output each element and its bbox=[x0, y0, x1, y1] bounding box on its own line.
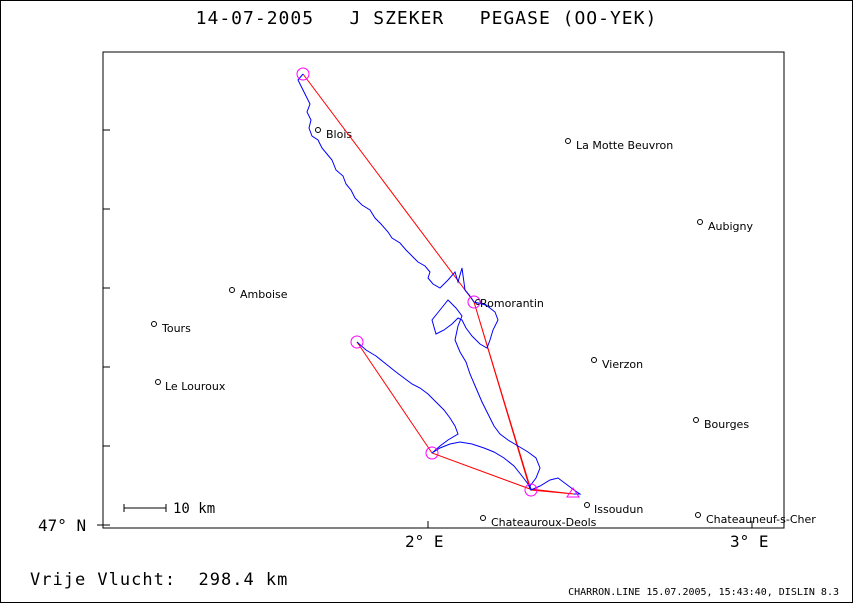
city-marker-chateauroux-deols bbox=[480, 515, 486, 521]
gps-track-return bbox=[356, 341, 532, 491]
city-label-bourges: Bourges bbox=[704, 418, 749, 431]
scale-bar-label: 10 km bbox=[173, 501, 215, 517]
x-tick-label-3e: 3° E bbox=[730, 532, 769, 551]
plot-frame bbox=[102, 51, 785, 529]
y-ticks bbox=[97, 129, 753, 528]
city-marker-tours bbox=[151, 321, 157, 327]
turnpoints bbox=[296, 67, 580, 498]
city-label-chateauroux-deols: Chateauroux-Deols bbox=[491, 516, 597, 529]
gps-track bbox=[297, 73, 582, 495]
city-marker-la-motte-beuvron bbox=[565, 138, 571, 144]
city-label-tours: Tours bbox=[161, 322, 191, 335]
turnpoint-5 bbox=[524, 483, 538, 497]
footer-info: CHARRON.LINE 15.07.2005, 15:43:40, DISLI… bbox=[568, 587, 839, 598]
turnpoint-4 bbox=[425, 446, 439, 460]
x-tick-label-2e: 2° E bbox=[405, 532, 444, 551]
scale-bar: 10 km bbox=[123, 501, 215, 517]
turnpoint-3 bbox=[350, 335, 364, 349]
finish-triangle bbox=[566, 487, 580, 498]
city-marker-bourges bbox=[693, 417, 699, 423]
city-marker-issoudun bbox=[584, 502, 590, 508]
y-tick-label: 47° N bbox=[38, 516, 86, 535]
city-label-chateauneuf-s-cher: Chateauneuf-s-Cher bbox=[706, 513, 816, 526]
city-label-la-motte-beuvron: La Motte Beuvron bbox=[576, 139, 673, 152]
page-title: 14-07-2005 J SZEKER PEGASE (OO-YEK) bbox=[195, 8, 658, 29]
free-flight-distance: Vrije Vlucht: 298.4 km bbox=[30, 570, 289, 590]
city-marker-aubigny bbox=[697, 219, 703, 225]
city-marker-chateauneuf-s-cher bbox=[695, 512, 701, 518]
turnpoint-2 bbox=[467, 295, 481, 309]
city-label-issoudun: Issoudun bbox=[594, 503, 643, 516]
city-marker-blois bbox=[315, 127, 321, 133]
city-markers: Blois La Motte Beuvron Aubigny Amboise R… bbox=[151, 127, 816, 529]
city-label-vierzon: Vierzon bbox=[602, 358, 643, 371]
city-label-romorantin: Romorantin bbox=[480, 297, 544, 310]
city-label-le-louroux: Le Louroux bbox=[165, 380, 226, 393]
city-marker-le-louroux bbox=[155, 379, 161, 385]
city-marker-vierzon bbox=[591, 357, 597, 363]
city-marker-amboise bbox=[229, 287, 235, 293]
turnpoint-1 bbox=[296, 67, 310, 81]
city-label-amboise: Amboise bbox=[240, 288, 288, 301]
city-label-aubigny: Aubigny bbox=[708, 220, 753, 233]
